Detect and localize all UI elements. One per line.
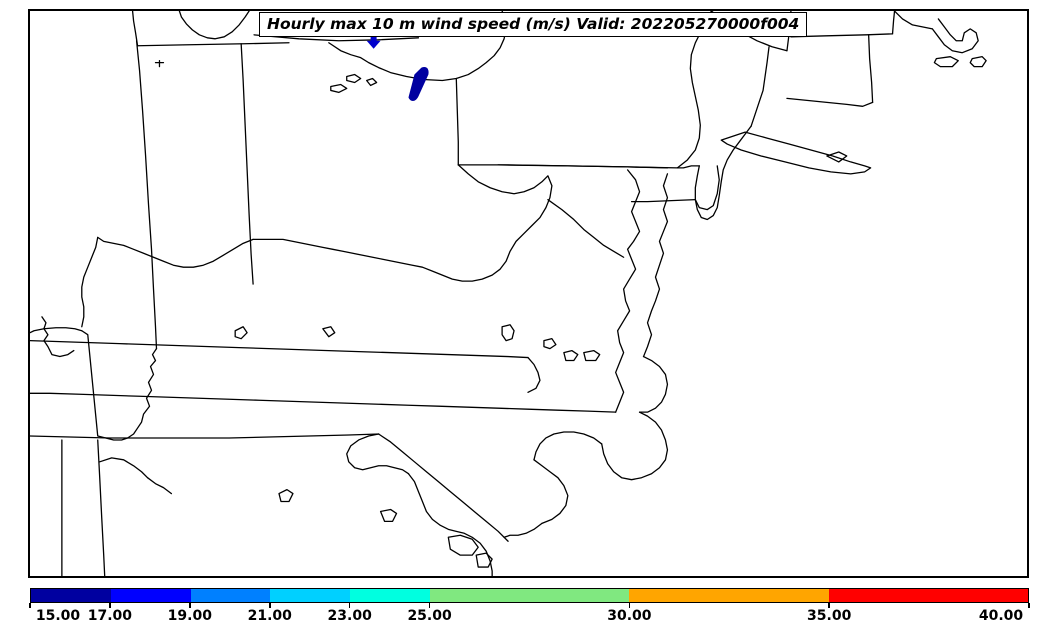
potomac-river xyxy=(547,199,625,258)
lake-glyph-sc-marion xyxy=(447,534,479,556)
colorbar-tickmark-40.00 xyxy=(1028,603,1030,608)
colorbar-tickmark-35.00 xyxy=(828,603,830,608)
colorbar-segment-17-19 xyxy=(110,589,191,602)
colorbar-segment-15-17 xyxy=(31,589,111,602)
colorbar-ticklabel-25.00: 25.00 xyxy=(407,608,452,624)
kentucky-tennessee-border xyxy=(30,340,529,359)
indiana-ohio-border xyxy=(240,43,254,285)
lake-glyph-georgia-lanier xyxy=(278,488,294,503)
new-jersey-coast xyxy=(694,125,752,221)
lake-glyph-tennessee xyxy=(501,324,515,342)
colorbar-segment-30-35 xyxy=(629,589,829,602)
wind-speed-patch-lake-erie-shore xyxy=(366,34,381,49)
map-geography-svg xyxy=(30,11,987,576)
lake-glyph-kentucky xyxy=(234,326,248,340)
colorbar-segment-35-40 xyxy=(828,589,1028,602)
delaware-maryland-border xyxy=(630,199,696,203)
pamlico-sound xyxy=(533,431,603,461)
colorbar-tickmark-17.00 xyxy=(109,603,111,608)
delaware-bay-north xyxy=(676,165,700,169)
plot-title: Hourly max 10 m wind speed (m/s) Valid: … xyxy=(259,12,808,37)
lake-glyph-ohio-river-east xyxy=(322,326,336,338)
colorbar-ticklabel-21.00: 21.00 xyxy=(247,608,292,624)
outer-banks xyxy=(601,411,669,481)
tennessee-north-carolina-border xyxy=(527,356,541,393)
colorbar-ticklabel-17.00: 17.00 xyxy=(87,608,133,624)
ohio-pennsylvania-border xyxy=(455,77,459,166)
carolina-coastline-link xyxy=(503,522,543,538)
colorbar[interactable] xyxy=(30,588,1029,603)
colorbar-tickmark-23.00 xyxy=(348,603,351,608)
wabash-river-border xyxy=(81,330,158,441)
colorbar-ticklabel-35.00: 35.00 xyxy=(807,608,852,624)
mason-dixon-line xyxy=(497,164,669,169)
colorbar-ticklabel-19.00: 19.00 xyxy=(167,608,212,624)
connecticut-rhode-island-border xyxy=(867,34,874,103)
colorbar-tickmark-19.00 xyxy=(189,603,191,608)
chesapeake-bay-east xyxy=(642,173,669,358)
michigan-ohio-line xyxy=(253,34,420,42)
long-island-sound-detail xyxy=(826,151,848,163)
map-borders-group xyxy=(30,11,987,576)
alabama-georgia-border xyxy=(97,439,106,576)
kentucky-ohio-river-border xyxy=(97,236,254,268)
river-glyph-alabama-coosa xyxy=(146,477,173,495)
lake-glyph-va-kerr xyxy=(583,349,601,362)
lake-glyph-georgia-hartwell xyxy=(379,508,398,523)
illinois-indiana-border xyxy=(135,40,158,350)
wind-speed-shaded-data xyxy=(366,34,429,101)
colorbar-segment-19-21 xyxy=(190,589,271,602)
north-carolina-south-coast xyxy=(533,459,569,525)
lake-glyph-alabama-guntersville xyxy=(99,457,149,479)
map-plot-area[interactable] xyxy=(28,9,1029,578)
cape-cod xyxy=(931,18,979,54)
inland-lake-glyph-north xyxy=(154,60,165,68)
colorbar-ticklabel-23.00: 23.00 xyxy=(327,608,372,624)
colorbar-ticklabel-15.00: 15.00 xyxy=(35,608,81,624)
lake-glyph-sc-moultrie xyxy=(475,552,493,568)
connecticut-massachusetts-border xyxy=(790,33,894,38)
colorbar-tickmark-25.00 xyxy=(428,603,431,608)
delaware-arc xyxy=(694,165,720,211)
lake-glyph-nc-fontana xyxy=(563,349,579,362)
marthas-vineyard xyxy=(933,56,959,68)
lake-michigan-shore xyxy=(178,11,250,40)
connecticut-south-coast xyxy=(786,97,874,107)
nantucket xyxy=(969,56,987,68)
south-carolina-coast xyxy=(407,473,493,576)
chesapeake-bay-west xyxy=(615,169,641,413)
ohio-river-west xyxy=(30,327,83,334)
virginia-coast xyxy=(638,355,669,413)
illinois-indiana-north-line xyxy=(131,11,139,47)
georgia-south-carolina-border xyxy=(377,433,509,542)
colorbar-tickmark-21.00 xyxy=(268,603,271,608)
colorbar-gradient-strip xyxy=(31,589,1028,602)
colorbar-tick-axis: 15.00 17.00 19.00 21.00 23.00 25.00 30.00 35.00… xyxy=(0,603,1057,633)
massachusetts-west-border xyxy=(891,11,896,35)
colorbar-tickmark-30.00 xyxy=(628,603,631,608)
virginia-north-carolina-border xyxy=(30,392,617,413)
lake-erie-shore xyxy=(328,11,507,82)
lake-glyph-va-smith-mtn xyxy=(543,338,557,350)
colorbar-ticklabel-30.00: 30.00 xyxy=(607,608,652,624)
colorbar-ticklabel-40.00: 40.00 xyxy=(978,608,1024,624)
tennessee-georgia-alabama-border xyxy=(30,433,380,439)
colorbar-segment-21-23 xyxy=(270,589,350,602)
indiana-michigan-border xyxy=(136,42,290,47)
west-virginia-border xyxy=(252,164,553,282)
south-carolina-north-border xyxy=(346,433,410,475)
ohio-river-to-west xyxy=(81,236,99,328)
long-island xyxy=(720,131,872,175)
colorbar-segment-23-25 xyxy=(350,589,430,602)
mississippi-segment xyxy=(41,316,75,358)
wind-speed-patch-ohio xyxy=(408,66,429,101)
colorbar-segment-25-30 xyxy=(429,589,630,602)
colorbar-tickmark-15.00 xyxy=(29,603,31,608)
hudson-river xyxy=(750,46,770,127)
massachusetts-bay-coast xyxy=(893,11,934,30)
lake-erie-island-cluster xyxy=(330,73,378,94)
